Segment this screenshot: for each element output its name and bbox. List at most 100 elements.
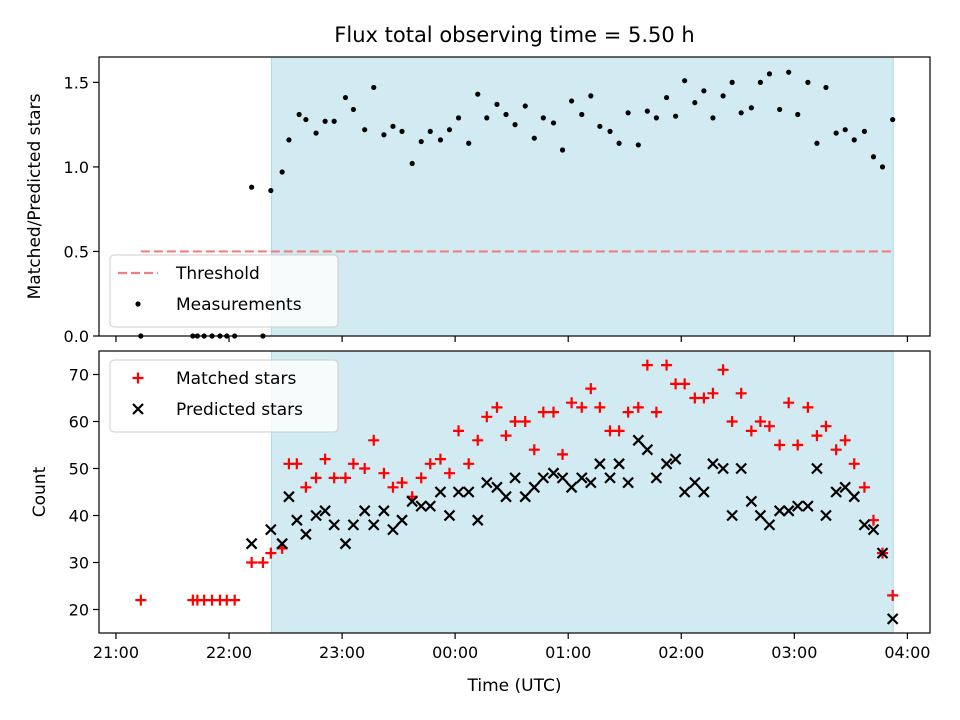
matched-star-marker [679,378,691,390]
matched-star-marker [328,472,340,484]
predicted-star-marker [886,613,899,625]
matched-star-marker [443,467,455,479]
predicted-star-marker [452,486,465,498]
matched-star-marker [811,430,823,442]
matched-star-marker [310,472,322,484]
matched-star-marker [576,401,588,413]
x-tick-label: 01:00 [545,643,591,662]
measurement-point [427,128,433,134]
predicted-star-marker [415,500,428,512]
matched-star-marker [613,425,625,437]
matched-star-marker [339,472,351,484]
matched-star-marker [754,416,766,427]
matched-star-marker [802,401,814,413]
matched-star-marker [594,401,606,413]
legend-label: Threshold [175,264,260,284]
predicted-star-marker [283,490,295,503]
matched-star-marker [453,425,465,437]
legend-matched-swatch [132,372,144,384]
measurement-point [331,118,337,124]
measurement-point [531,135,537,141]
predicted-star-marker [519,490,532,503]
matched-star-marker [265,547,277,559]
ratio-observing-span [270,56,894,337]
matched-star-marker [257,557,269,568]
matched-star-marker [622,406,634,418]
predicted-star-marker [462,486,475,498]
predicted-star-marker [773,505,786,517]
predicted-star-marker [537,472,550,484]
matched-star-marker [783,397,795,409]
measurement-point [579,111,585,118]
ratio-panel-frame [98,56,931,337]
matched-star-marker [820,420,832,432]
x-tick-label: 03:00 [771,643,817,662]
predicted-star-marker [310,509,322,522]
measurement-point [738,110,744,116]
predicted-star-marker [604,472,616,484]
ratio-panel-ylabel: Matched/Predicted stars [25,93,45,299]
matched-star-marker [735,387,747,399]
matched-star-marker [641,359,653,371]
predicted-star-marker [471,514,484,526]
predicted-star-marker [678,486,691,498]
predicted-star-marker [830,486,842,498]
measurement-point [635,142,641,148]
matched-star-marker [650,406,662,418]
predicted-star-marker [876,547,889,559]
predicted-star-marker [556,472,569,484]
measurement-point [550,120,557,126]
predicted-star-marker [745,495,758,508]
measurement-point [823,84,829,91]
matched-star-marker [481,411,493,423]
predicted-star-marker [802,500,814,512]
matched-star-marker [717,364,729,376]
ratio-panel: 0.0 0.5 1.0 1.5 Matched/Predicted stars Thr… [25,56,931,346]
predicted-star-marker [319,505,331,517]
measurement-point [286,137,292,143]
measurement-point [342,94,349,101]
measurement-point [381,132,387,138]
measurement-point [303,116,309,123]
measurement-point [390,123,396,129]
measurement-point [644,108,650,114]
predicted-star-marker [387,523,399,536]
legend-measurement-swatch [135,301,141,307]
measurement-point [418,138,424,145]
predicted-star-marker [265,523,277,536]
matched-star-marker [368,434,380,446]
predicted-star-marker [763,519,776,531]
predicted-star-marker [717,462,729,475]
predicted-star-marker [565,481,578,494]
matched-star-marker [347,458,359,470]
predicted-star-marker [754,509,767,522]
predicted-star-marker [500,490,512,503]
matched-star-marker [434,453,446,465]
matched-star-marker [858,481,870,493]
ratio-y-tick-label: 1.0 [64,158,89,177]
count-panel-xlabel: Time (UTC) [467,676,562,696]
predicted-star-marker [339,537,352,550]
measurement-point [663,94,670,101]
matched-star-marker [378,467,390,479]
predicted-star-marker [622,476,634,489]
measurement-point [588,93,594,99]
measurement-point [503,111,509,118]
matched-star-marker [830,444,842,456]
count-y-tick-label: 20 [69,601,89,620]
measurement-point [559,147,566,153]
matched-star-marker [472,434,484,446]
measurement-point [653,115,659,121]
measurement-point [720,93,726,99]
matched-star-marker [745,425,757,437]
measurement-point [540,115,546,121]
predicted-star-marker [509,472,521,484]
measurement-point [814,140,820,146]
predicted-star-marker [358,505,371,517]
measurement-point [786,69,792,75]
predicted-star-marker [528,481,541,494]
x-tick-label: 21:00 [93,643,139,662]
count-panel: 21:00 22:00 23:00 00:00 01:00 02:00 03:00 04:00… [30,350,931,696]
predicted-star-marker [689,476,701,489]
x-tick-label: 23:00 [319,643,365,662]
